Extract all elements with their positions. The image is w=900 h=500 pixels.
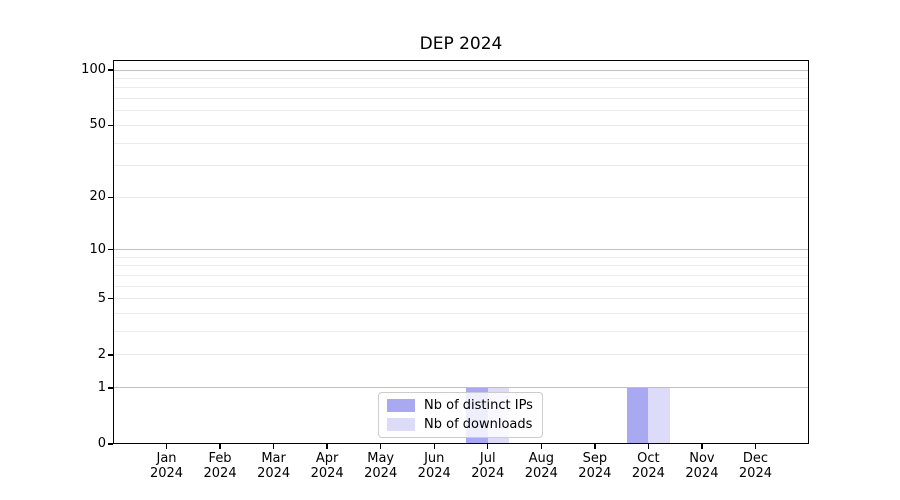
x-tick-label: Jul 2024 bbox=[471, 451, 505, 481]
minor-gridline bbox=[113, 256, 809, 258]
x-tick-label: Jan 2024 bbox=[149, 451, 184, 481]
y-tick-mark bbox=[108, 248, 113, 251]
x-tick-label: Sep 2024 bbox=[578, 451, 612, 481]
x-tick-mark bbox=[754, 444, 757, 449]
y-tick-label: 50 bbox=[89, 117, 106, 133]
y-tick-label: 10 bbox=[89, 241, 106, 257]
minor-gridline bbox=[113, 313, 809, 315]
minor-gridline bbox=[113, 354, 809, 356]
x-tick-mark bbox=[540, 444, 542, 449]
x-tick-mark bbox=[326, 444, 328, 449]
minor-gridline bbox=[113, 196, 809, 198]
legend-item-downloads: Nb of downloads bbox=[387, 417, 542, 433]
minor-gridline bbox=[113, 77, 809, 79]
y-tick-mark bbox=[108, 69, 113, 71]
y-tick-label: 0 bbox=[97, 436, 106, 451]
y-tick-label: 100 bbox=[81, 62, 106, 77]
y-tick-label: 20 bbox=[89, 189, 106, 205]
y-tick-mark bbox=[108, 196, 113, 198]
bar-distinct-ips bbox=[627, 387, 649, 444]
x-tick-label: May 2024 bbox=[364, 451, 398, 481]
y-tick-mark bbox=[108, 298, 113, 300]
x-tick-label: Feb 2024 bbox=[203, 451, 237, 481]
y-tick-mark bbox=[108, 124, 113, 127]
plot-area: Nb of distinct IPs Nb of downloads bbox=[113, 60, 809, 444]
minor-gridline bbox=[113, 110, 809, 112]
major-gridline bbox=[113, 387, 809, 389]
minor-gridline bbox=[113, 142, 809, 144]
legend-label-distinct-ips: Nb of distinct IPs bbox=[424, 397, 533, 413]
x-tick-mark bbox=[165, 444, 168, 449]
minor-gridline bbox=[113, 285, 809, 287]
x-tick-label: Jun 2024 bbox=[417, 451, 451, 481]
x-tick-label: Dec 2024 bbox=[738, 451, 772, 481]
y-tick-mark bbox=[108, 387, 113, 389]
y-tick-label: 1 bbox=[97, 379, 106, 395]
major-gridline bbox=[113, 249, 809, 251]
x-tick-label: Oct 2024 bbox=[631, 451, 665, 481]
legend: Nb of distinct IPs Nb of downloads bbox=[378, 392, 543, 438]
y-tick-mark bbox=[108, 354, 113, 356]
x-tick-mark bbox=[272, 444, 275, 449]
y-tick-label: 2 bbox=[97, 346, 106, 362]
x-tick-label: Aug 2024 bbox=[524, 451, 558, 481]
x-tick-mark bbox=[487, 444, 489, 449]
y-tick-mark bbox=[108, 443, 113, 445]
x-tick-mark bbox=[594, 444, 596, 449]
x-tick-mark bbox=[379, 444, 382, 449]
minor-gridline bbox=[113, 265, 809, 267]
legend-swatch-distinct-ips-icon bbox=[387, 399, 415, 412]
minor-gridline bbox=[113, 124, 809, 126]
minor-gridline bbox=[113, 274, 809, 276]
x-tick-label: Nov 2024 bbox=[685, 451, 719, 481]
chart-title: DEP 2024 bbox=[419, 34, 503, 54]
y-tick-label: 5 bbox=[97, 290, 106, 306]
minor-gridline bbox=[113, 98, 809, 100]
x-tick-label: Apr 2024 bbox=[310, 451, 344, 481]
major-gridline bbox=[113, 69, 809, 71]
x-tick-label: Mar 2024 bbox=[257, 451, 291, 481]
x-tick-mark bbox=[701, 444, 703, 449]
minor-gridline bbox=[113, 298, 809, 300]
legend-item-distinct-ips: Nb of distinct IPs bbox=[387, 398, 542, 414]
x-tick-mark bbox=[219, 444, 221, 449]
x-tick-mark bbox=[433, 444, 435, 449]
bar-downloads bbox=[648, 387, 670, 444]
x-tick-mark bbox=[647, 444, 650, 449]
minor-gridline bbox=[113, 87, 809, 89]
legend-label-downloads: Nb of downloads bbox=[424, 416, 533, 432]
minor-gridline bbox=[113, 331, 809, 333]
minor-gridline bbox=[113, 165, 809, 167]
legend-swatch-downloads-icon bbox=[387, 418, 415, 431]
